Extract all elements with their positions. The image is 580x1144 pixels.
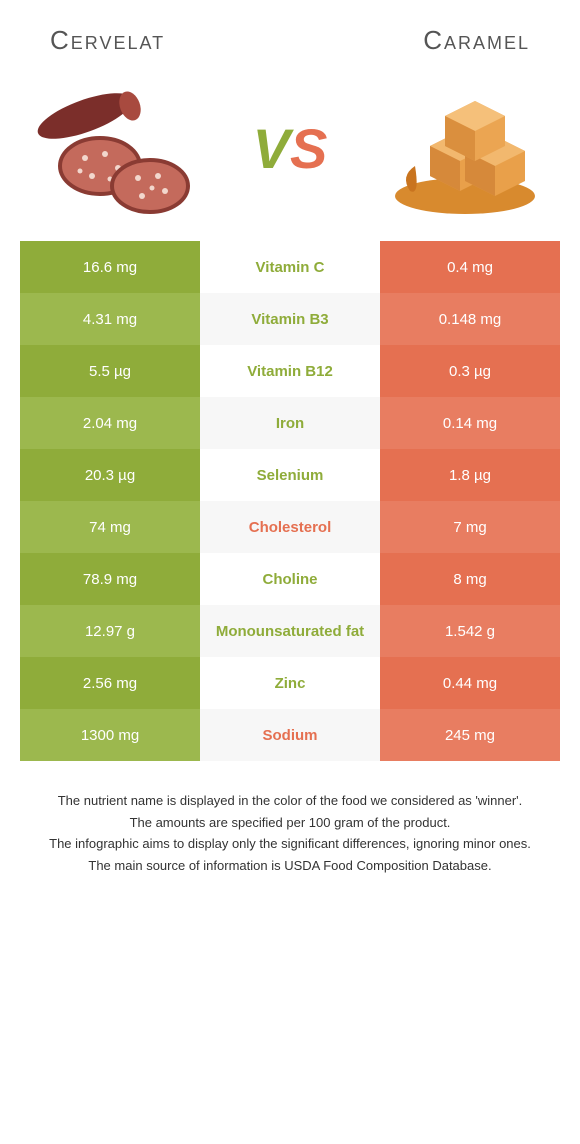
left-value: 74 mg — [20, 501, 200, 553]
right-value: 0.4 mg — [380, 241, 560, 293]
nutrient-table: 16.6 mgVitamin C0.4 mg4.31 mgVitamin B30… — [20, 241, 560, 761]
left-food-name: Cervelat — [50, 25, 165, 56]
right-value: 0.44 mg — [380, 657, 560, 709]
footer-notes: The nutrient name is displayed in the co… — [0, 761, 580, 907]
vs-icon: VS — [253, 116, 328, 181]
vs-s: S — [290, 117, 327, 180]
right-value: 245 mg — [380, 709, 560, 761]
nutrient-label: Vitamin B12 — [200, 345, 380, 397]
left-food-image — [30, 76, 210, 221]
right-value: 1.8 µg — [380, 449, 560, 501]
nutrient-label: Zinc — [200, 657, 380, 709]
comparison-infographic: Cervelat Caramel VS — [0, 0, 580, 907]
right-value: 0.3 µg — [380, 345, 560, 397]
left-value: 1300 mg — [20, 709, 200, 761]
header: Cervelat Caramel — [0, 0, 580, 61]
left-value: 4.31 mg — [20, 293, 200, 345]
right-value: 0.14 mg — [380, 397, 560, 449]
nutrient-label: Vitamin B3 — [200, 293, 380, 345]
nutrient-label: Cholesterol — [200, 501, 380, 553]
nutrient-label: Monounsaturated fat — [200, 605, 380, 657]
vs-v: V — [253, 117, 290, 180]
images-row: VS — [0, 61, 580, 241]
footer-line: The infographic aims to display only the… — [20, 834, 560, 854]
left-value: 5.5 µg — [20, 345, 200, 397]
footer-line: The amounts are specified per 100 gram o… — [20, 813, 560, 833]
left-value: 12.97 g — [20, 605, 200, 657]
left-value: 2.56 mg — [20, 657, 200, 709]
nutrient-label: Choline — [200, 553, 380, 605]
nutrient-label: Selenium — [200, 449, 380, 501]
right-food-image — [370, 76, 550, 221]
left-value: 78.9 mg — [20, 553, 200, 605]
right-value: 7 mg — [380, 501, 560, 553]
nutrient-label: Vitamin C — [200, 241, 380, 293]
right-food-name: Caramel — [423, 25, 530, 56]
left-value: 2.04 mg — [20, 397, 200, 449]
footer-line: The nutrient name is displayed in the co… — [20, 791, 560, 811]
nutrient-label: Sodium — [200, 709, 380, 761]
right-value: 0.148 mg — [380, 293, 560, 345]
right-value: 8 mg — [380, 553, 560, 605]
left-value: 20.3 µg — [20, 449, 200, 501]
left-value: 16.6 mg — [20, 241, 200, 293]
nutrient-label: Iron — [200, 397, 380, 449]
footer-line: The main source of information is USDA F… — [20, 856, 560, 876]
right-value: 1.542 g — [380, 605, 560, 657]
